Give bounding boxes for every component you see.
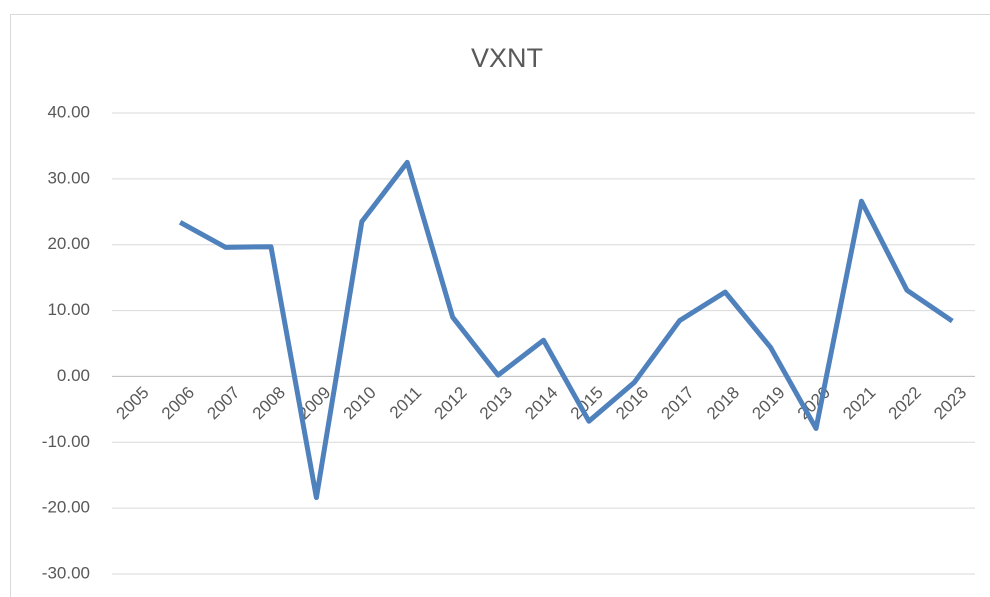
y-tick-label: 0.00: [57, 366, 90, 385]
chart-frame: [10, 14, 990, 597]
y-tick-label: -10.00: [42, 432, 90, 451]
y-tick-label: 20.00: [47, 234, 90, 253]
y-tick-label: -30.00: [42, 563, 90, 582]
y-tick-label: 30.00: [47, 168, 90, 187]
line-series: [178, 159, 954, 501]
y-tick-label: -20.00: [42, 498, 90, 517]
chart-title: VXNT: [471, 43, 543, 73]
y-tick-label: 10.00: [47, 300, 90, 319]
y-tick-label: 40.00: [47, 102, 90, 121]
